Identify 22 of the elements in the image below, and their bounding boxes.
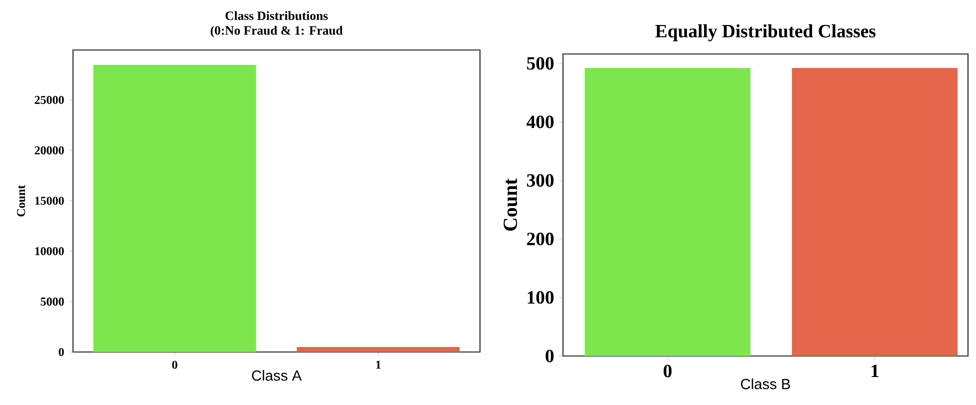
chart-title: Class Distributions — [226, 11, 328, 20]
y-axis-title: Count — [504, 178, 518, 231]
y-tick-label: 10000 — [35, 247, 64, 256]
y-tick-label: 20000 — [34, 146, 64, 154]
x-axis-title: Class A — [252, 370, 302, 381]
x-axis-title: Class B — [740, 378, 790, 390]
y-tick-label: 100 — [528, 291, 554, 304]
x-tick-label: 1 — [376, 360, 381, 369]
y-axis-title: Count — [17, 185, 26, 216]
y-tick-label: 5000 — [40, 298, 64, 306]
y-tick-label: 15000 — [35, 196, 64, 205]
y-tick-label: 0 — [58, 348, 64, 356]
y-tick-label: 400 — [526, 116, 554, 128]
y-tick-label: 300 — [527, 174, 554, 187]
x-tick-label: 1 — [872, 364, 878, 378]
x-tick-label: 0 — [172, 360, 178, 369]
y-tick-label: 25000 — [34, 96, 64, 104]
x-tick-label: 0 — [664, 364, 672, 378]
y-tick-label: 500 — [527, 57, 554, 70]
chart-subtitle: (0:No Fraud & 1: Fraud — [210, 26, 343, 38]
y-tick-label: 200 — [527, 232, 554, 246]
chart-title: Equally Distributed Classes — [655, 24, 876, 42]
